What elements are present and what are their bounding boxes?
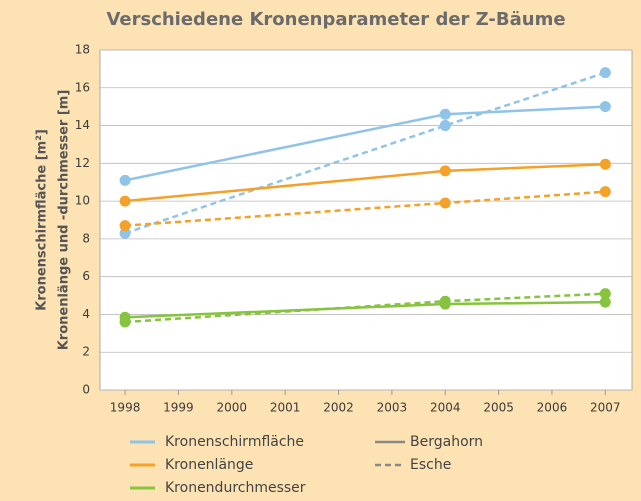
- point: [599, 101, 611, 113]
- legend-label: Kronenschirmfläche: [165, 434, 304, 450]
- point: [439, 295, 451, 307]
- y-axis-label: Kronenschirmfläche [m²]: [35, 129, 50, 311]
- y-tick-label: 0: [82, 383, 90, 397]
- x-tick-label: 2005: [483, 401, 514, 415]
- point: [119, 174, 131, 186]
- point: [599, 158, 611, 170]
- chart-title: Verschiedene Kronenparameter der Z-Bäume: [106, 9, 565, 30]
- point: [599, 186, 611, 198]
- point: [119, 195, 131, 207]
- point: [599, 296, 611, 308]
- y-axis-label: Kronenlänge und -durchmesser [m]: [57, 90, 72, 351]
- line: [124, 71, 606, 235]
- y-tick-label: 12: [75, 156, 90, 170]
- y-tick-label: 4: [82, 307, 90, 321]
- point: [439, 197, 451, 209]
- point: [439, 120, 451, 132]
- plot-area: [99, 49, 633, 391]
- y-tick-label: 14: [75, 118, 90, 132]
- point: [439, 165, 451, 177]
- legend-label: Bergahorn: [410, 434, 483, 450]
- point: [119, 227, 131, 239]
- y-tick-label: 18: [75, 43, 90, 57]
- point: [119, 220, 131, 232]
- y-tick-label: 10: [75, 194, 90, 208]
- point: [599, 288, 611, 300]
- y-tick-label: 6: [82, 269, 90, 283]
- x-tick-label: 2003: [377, 401, 408, 415]
- legend-label: Kronendurchmesser: [165, 480, 306, 496]
- x-tick-label: 1999: [163, 401, 194, 415]
- x-tick-label: 2004: [430, 401, 461, 415]
- point: [439, 108, 451, 120]
- x-tick-label: 2000: [217, 401, 248, 415]
- legend-label: Esche: [410, 457, 451, 473]
- x-tick-label: 2007: [590, 401, 621, 415]
- y-tick-label: 2: [82, 345, 90, 359]
- point: [599, 67, 611, 79]
- y-tick-label: 16: [75, 80, 90, 94]
- x-tick-label: 1998: [110, 401, 141, 415]
- legend-label: Kronenlänge: [165, 457, 253, 473]
- point: [119, 316, 131, 328]
- x-tick-label: 2002: [323, 401, 354, 415]
- x-tick-label: 2006: [537, 401, 568, 415]
- x-tick-label: 2001: [270, 401, 301, 415]
- y-tick-label: 8: [82, 231, 90, 245]
